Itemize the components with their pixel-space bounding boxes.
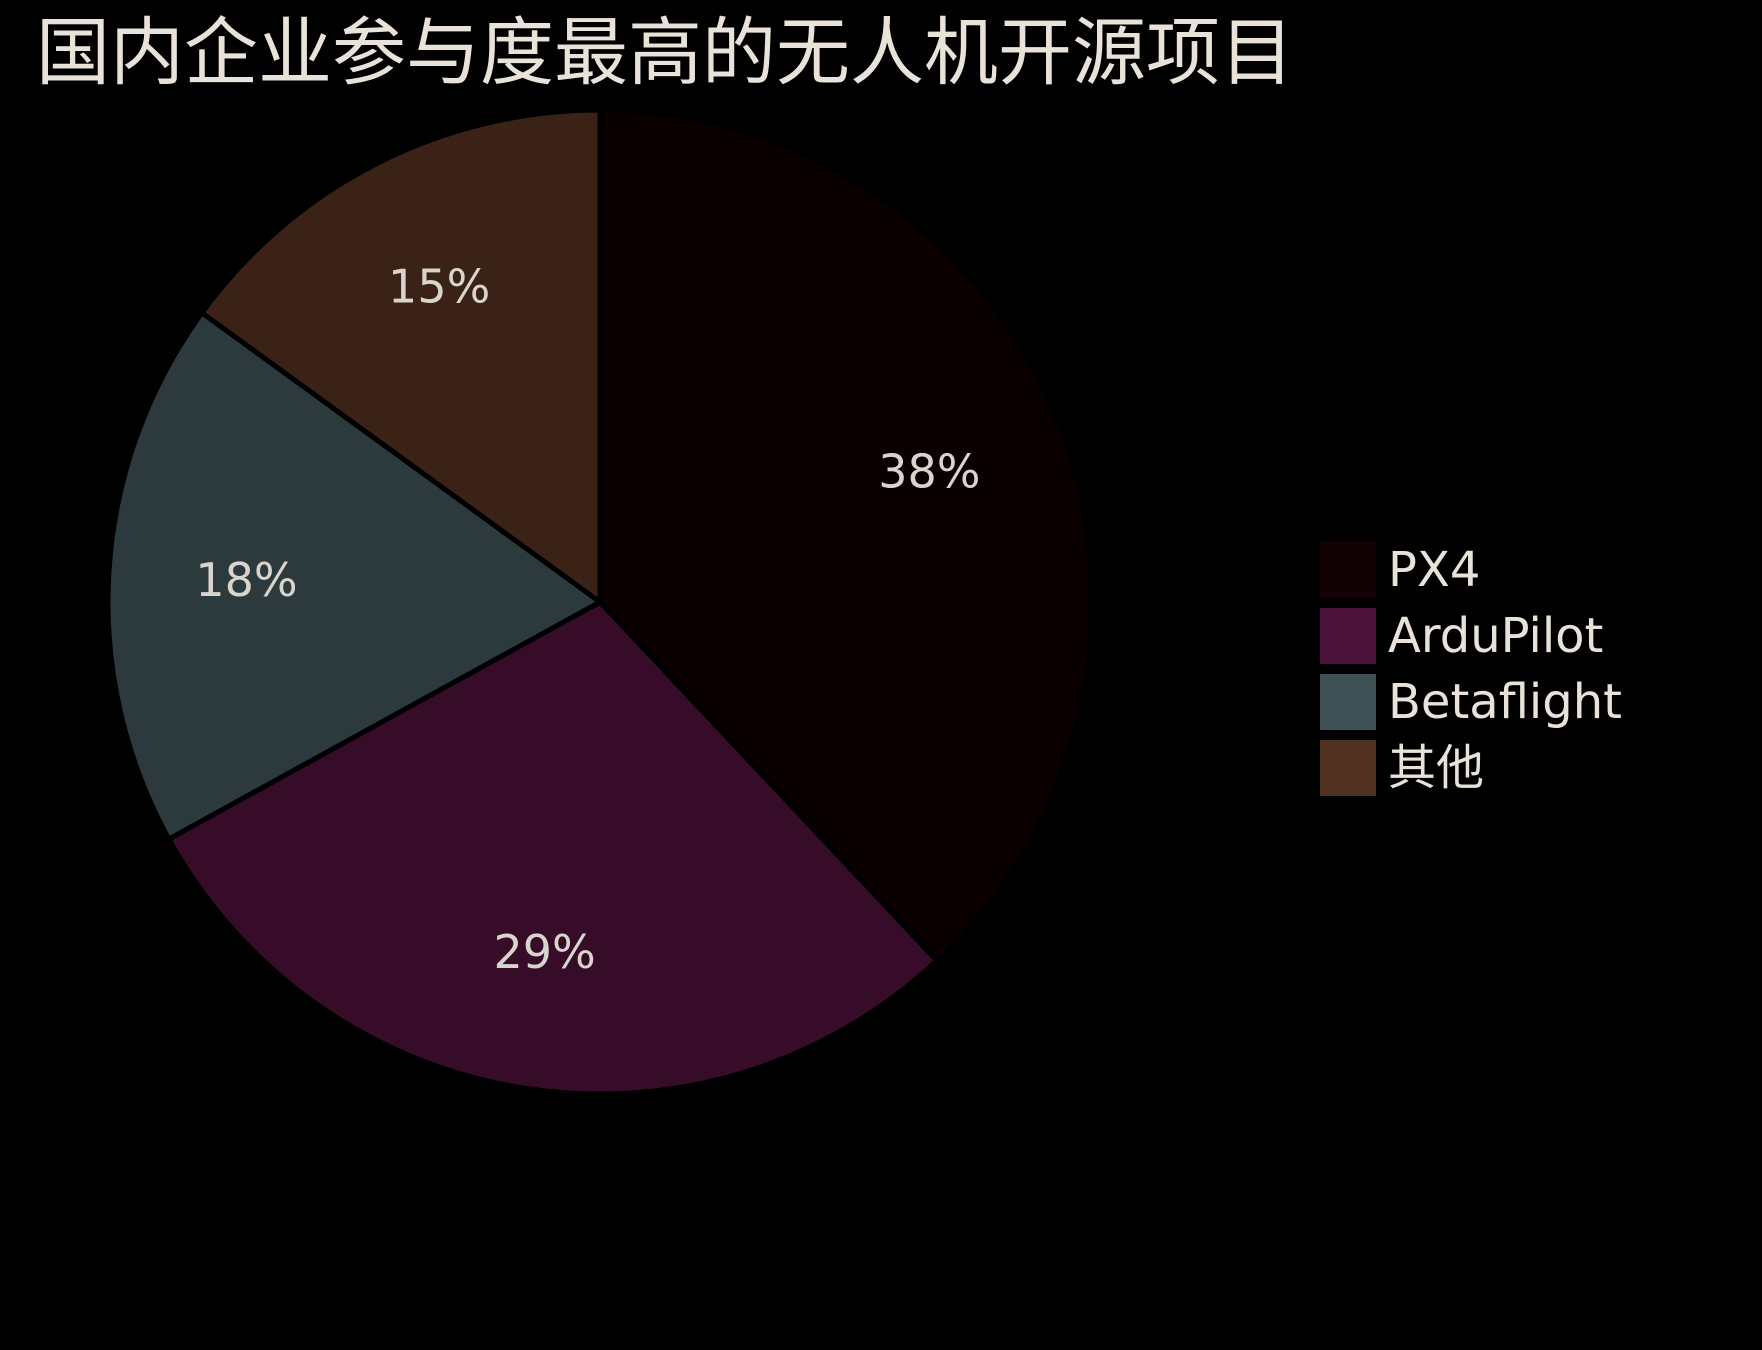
legend-swatch xyxy=(1320,674,1376,730)
slice-value-label: 18% xyxy=(195,553,297,607)
pie-slice-其他 xyxy=(199,107,603,605)
legend-label: 其他 xyxy=(1388,740,1484,796)
legend-label: Betaflight xyxy=(1388,674,1622,730)
slice-value-label: 38% xyxy=(878,445,980,499)
slice-value-label: 15% xyxy=(388,259,490,313)
legend-swatch xyxy=(1320,542,1376,598)
slice-value-label: 29% xyxy=(493,925,595,979)
legend: PX4 ArduPilot Betaflight 其他 xyxy=(1320,542,1622,796)
legend-swatch xyxy=(1320,608,1376,664)
legend-label: ArduPilot xyxy=(1388,608,1603,664)
pie-slices xyxy=(105,107,1095,1097)
legend-label: PX4 xyxy=(1388,542,1480,598)
chart-title: 国内企业参与度最高的无人机开源项目 xyxy=(36,10,1294,96)
pie-slice-px4 xyxy=(597,107,1095,964)
legend-swatch xyxy=(1320,740,1376,796)
pie-slice-betaflight xyxy=(105,310,603,842)
pie-slice-ardupilot xyxy=(166,599,940,1097)
pie-slice-labels: 38% 29% 18% 15% xyxy=(195,259,980,979)
